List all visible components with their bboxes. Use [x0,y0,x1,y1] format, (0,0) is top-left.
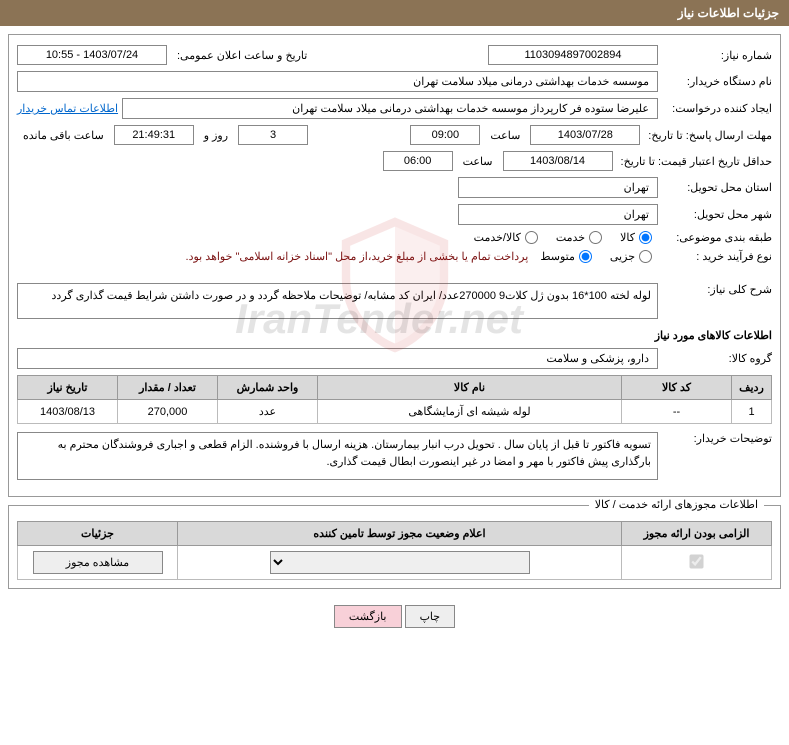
need-number-label: شماره نیاز: [662,49,772,62]
summary-label: شرح کلی نیاز: [662,283,772,296]
province-label: استان محل تحویل: [662,181,772,194]
th-row: ردیف [732,376,772,400]
radio-medium-label: متوسط [540,250,575,263]
page-header: جزئیات اطلاعات نیاز [0,0,789,26]
goods-group-value: دارو، پزشکی و سلامت [17,348,658,369]
cell-unit: عدد [218,400,318,424]
goods-table: ردیف کد کالا نام کالا واحد شمارش تعداد /… [17,375,772,424]
radio-goods-input[interactable] [639,231,652,244]
cell-status [178,546,622,580]
province-value: تهران [458,177,658,198]
cell-code: -- [622,400,732,424]
announce-label: تاریخ و ساعت اعلان عمومی: [171,49,484,62]
license-row: مشاهده مجوز [18,546,772,580]
validity-date: 1403/08/14 [503,151,613,171]
validity-time: 06:00 [383,151,453,171]
th-status: اعلام وضعیت مجوز توسط تامین کننده [178,522,622,546]
deadline-date: 1403/07/28 [530,125,640,145]
action-buttons: چاپ بازگشت [0,597,789,642]
validity-label: حداقل تاریخ اعتبار قیمت: تا تاریخ: [617,155,772,168]
city-value: تهران [458,204,658,225]
category-label: طبقه بندی موضوعی: [662,231,772,244]
announce-value: 1403/07/24 - 10:55 [17,45,167,65]
process-radio-group: جزیی متوسط [540,250,658,263]
cell-date: 1403/08/13 [18,400,118,424]
th-name: نام کالا [318,376,622,400]
radio-goods[interactable]: کالا [620,231,652,244]
radio-medium[interactable]: متوسط [540,250,592,263]
license-panel: اطلاعات مجوزهای ارائه خدمت / کالا الزامی… [8,505,781,589]
countdown-value: 21:49:31 [114,125,194,145]
buyer-org-value: موسسه خدمات بهداشتی درمانی میلاد سلامت ت… [17,71,658,92]
th-code: کد کالا [622,376,732,400]
cell-mandatory [622,546,772,580]
process-note: پرداخت تمام یا بخشی از مبلغ خرید،از محل … [186,250,537,263]
goods-group-label: گروه کالا: [662,352,772,365]
cell-details: مشاهده مجوز [18,546,178,580]
radio-service[interactable]: خدمت [556,231,602,244]
view-license-button[interactable]: مشاهده مجوز [33,551,163,574]
th-mandatory: الزامی بودن ارائه مجوز [622,522,772,546]
th-qty: تعداد / مقدار [118,376,218,400]
buyer-notes-label: توضیحات خریدار: [662,432,772,445]
th-date: تاریخ نیاز [18,376,118,400]
radio-service-input[interactable] [589,231,602,244]
need-number-value: 1103094897002894 [488,45,658,65]
category-radio-group: کالا خدمت کالا/خدمت [474,231,658,244]
cell-name: لوله شیشه ای آزمایشگاهی [318,400,622,424]
radio-both[interactable]: کالا/خدمت [474,231,538,244]
license-section-title: اطلاعات مجوزهای ارائه خدمت / کالا [589,498,764,511]
radio-service-label: خدمت [556,231,585,244]
buyer-notes-text: تسویه فاکتور تا قبل از پایان سال . تحویل… [17,432,658,480]
radio-both-input[interactable] [525,231,538,244]
requester-value: علیرضا ستوده فر کارپرداز موسسه خدمات بهد… [122,98,658,119]
days-label: روز و [198,129,234,142]
radio-goods-label: کالا [620,231,635,244]
days-remaining: 3 [238,125,308,145]
license-table: الزامی بودن ارائه مجوز اعلام وضعیت مجوز … [17,521,772,580]
remaining-label: ساعت باقی مانده [17,129,110,142]
print-button[interactable]: چاپ [405,605,456,628]
table-row: 1 -- لوله شیشه ای آزمایشگاهی عدد 270,000… [18,400,772,424]
contact-link[interactable]: اطلاعات تماس خریدار [17,102,118,115]
goods-info-title: اطلاعات کالاهای مورد نیاز [17,329,772,342]
th-unit: واحد شمارش [218,376,318,400]
status-select[interactable] [270,551,530,574]
main-panel: IranTender.net شماره نیاز: 1103094897002… [8,34,781,497]
buyer-org-label: نام دستگاه خریدار: [662,75,772,88]
cell-row: 1 [732,400,772,424]
requester-label: ایجاد کننده درخواست: [662,102,772,115]
deadline-time: 09:00 [410,125,480,145]
city-label: شهر محل تحویل: [662,208,772,221]
cell-qty: 270,000 [118,400,218,424]
radio-both-label: کالا/خدمت [474,231,521,244]
radio-partial[interactable]: جزیی [610,250,652,263]
radio-partial-input[interactable] [639,250,652,263]
radio-partial-label: جزیی [610,250,635,263]
radio-medium-input[interactable] [579,250,592,263]
mandatory-checkbox [689,554,703,568]
th-details: جزئیات [18,522,178,546]
time-label-2: ساعت [457,155,499,168]
summary-text: لوله لخته 100*16 بدون ژل کلات9 270000عدد… [17,283,658,319]
deadline-label: مهلت ارسال پاسخ: تا تاریخ: [644,129,772,142]
time-label-1: ساعت [484,129,526,142]
back-button[interactable]: بازگشت [334,605,402,628]
process-label: نوع فرآیند خرید : [662,250,772,263]
